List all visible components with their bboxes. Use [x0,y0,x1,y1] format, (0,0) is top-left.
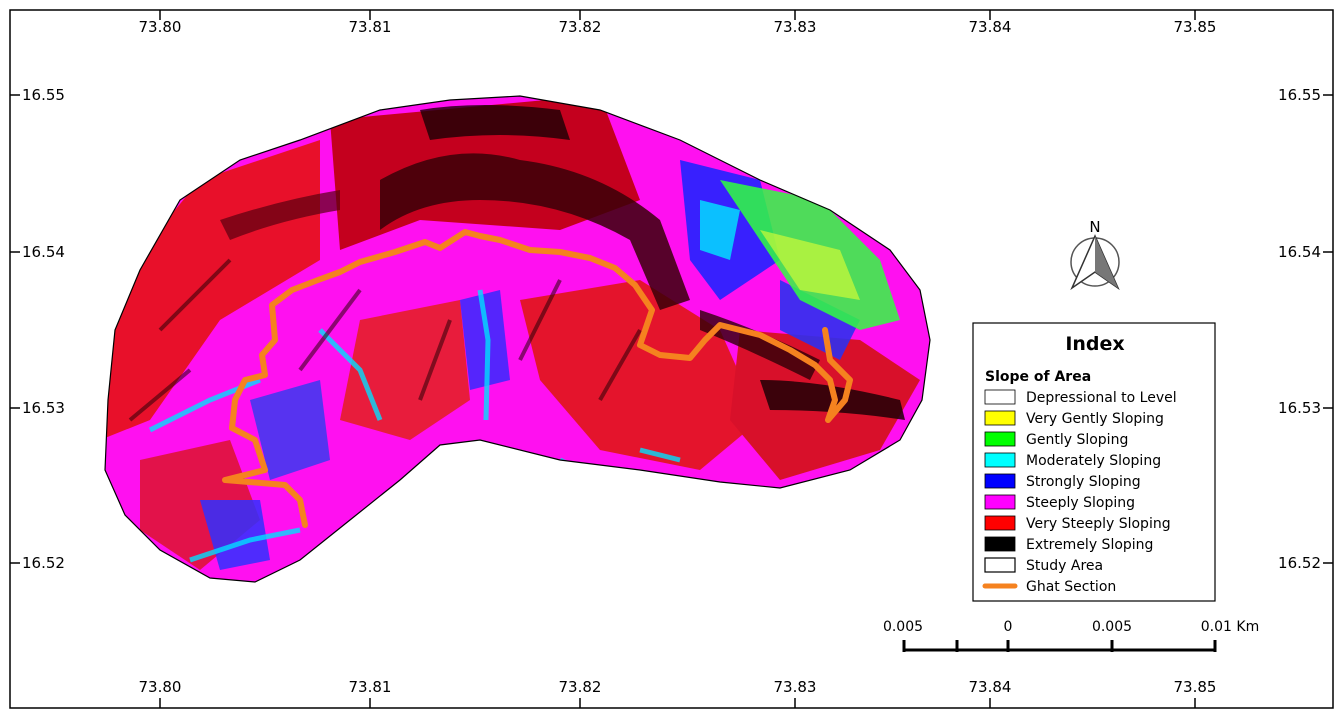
legend-label: Extremely Sloping [1026,537,1153,553]
scale-label: 0.01 Km [1201,619,1259,635]
legend-swatch [984,536,1016,552]
legend-label: Very Steeply Sloping [1026,516,1171,532]
scale-label: 0.005 [1092,619,1132,635]
legend-title: Index [1065,333,1124,355]
lat-label-left: 16.53 [22,399,65,417]
lat-label-left: 16.55 [22,86,65,104]
legend-item: Depressional to Level [984,389,1177,406]
lon-label-top: 73.82 [559,18,602,36]
north-arrow-icon: N [1070,218,1120,291]
legend-label: Depressional to Level [1026,390,1177,406]
legend-item: Ghat Section [982,579,1116,595]
lon-label-top: 73.84 [969,18,1012,36]
legend: Index Slope of Area Depressional to Leve… [972,322,1216,602]
lon-label-bottom: 73.81 [349,678,392,696]
legend-swatch [984,452,1016,468]
legend-label: Very Gently Sloping [1026,411,1164,427]
legend-swatch [984,389,1016,405]
lat-label-left: 16.52 [22,554,65,572]
legend-item: Gently Sloping [984,431,1128,448]
legend-label: Study Area [1026,558,1103,574]
lon-label-top: 73.85 [1174,18,1217,36]
legend-item: Steeply Sloping [984,494,1135,511]
lat-label-left: 16.54 [22,243,65,261]
legend-item: Strongly Sloping [984,473,1141,490]
legend-swatch [984,557,1016,573]
lon-label-bottom: 73.82 [559,678,602,696]
legend-item: Extremely Sloping [984,536,1153,553]
legend-swatch [984,410,1016,426]
legend-label: Strongly Sloping [1026,474,1141,490]
legend-swatch [984,515,1016,531]
legend-swatch [984,494,1016,510]
lon-label-bottom: 73.85 [1174,678,1217,696]
scale-label: 0.005 [883,619,923,635]
legend-swatch [984,431,1016,447]
lon-label-bottom: 73.83 [774,678,817,696]
lat-label-right: 16.53 [1278,399,1321,417]
legend-label: Ghat Section [1026,579,1116,595]
ghat-section-route [222,229,853,528]
legend-subtitle: Slope of Area [985,369,1091,385]
lon-label-top: 73.80 [139,18,182,36]
lat-label-right: 16.55 [1278,86,1321,104]
study-area-boundary [104,95,931,583]
lon-label-bottom: 73.80 [139,678,182,696]
scale-label: 0 [1004,619,1013,635]
north-label: N [1089,218,1100,236]
scale-bar: 0.005 0 0.005 0.01 Km [883,619,1259,652]
legend-item: Moderately Sloping [984,452,1161,469]
legend-swatch [984,473,1016,489]
scale-ruler [902,640,1217,652]
legend-item: Very Gently Sloping [984,410,1164,427]
legend-item: Very Steeply Sloping [984,515,1171,532]
lon-label-bottom: 73.84 [969,678,1012,696]
legend-label: Moderately Sloping [1026,453,1161,469]
legend-label: Steeply Sloping [1026,495,1135,511]
graticule-ticks [10,10,1333,708]
legend-label: Gently Sloping [1026,432,1128,448]
lat-label-right: 16.52 [1278,554,1321,572]
legend-item: Study Area [984,557,1103,574]
lat-label-right: 16.54 [1278,243,1321,261]
lon-label-top: 73.81 [349,18,392,36]
lon-label-top: 73.83 [774,18,817,36]
